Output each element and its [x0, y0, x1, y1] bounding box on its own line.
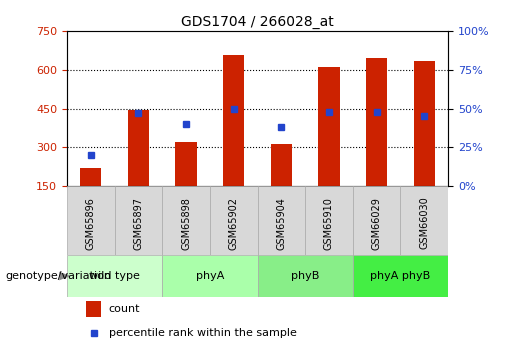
FancyBboxPatch shape — [353, 186, 401, 255]
FancyBboxPatch shape — [67, 186, 114, 255]
FancyBboxPatch shape — [258, 186, 305, 255]
FancyBboxPatch shape — [305, 186, 353, 255]
Bar — [414, 61, 435, 186]
Text: GSM65898: GSM65898 — [181, 197, 191, 249]
FancyBboxPatch shape — [114, 186, 162, 255]
FancyBboxPatch shape — [401, 186, 448, 255]
Bar — [128, 110, 149, 186]
Text: percentile rank within the sample: percentile rank within the sample — [109, 328, 297, 338]
Bar — [366, 58, 387, 186]
FancyBboxPatch shape — [67, 255, 162, 297]
Text: GSM65896: GSM65896 — [86, 197, 96, 249]
Polygon shape — [59, 272, 71, 280]
Text: phyA phyB: phyA phyB — [370, 271, 431, 281]
Bar — [86, 301, 101, 317]
Text: wild type: wild type — [89, 271, 140, 281]
Text: genotype/variation: genotype/variation — [5, 271, 111, 281]
Text: phyB: phyB — [291, 271, 319, 281]
Text: GSM65897: GSM65897 — [133, 197, 143, 250]
Bar — [223, 55, 245, 186]
FancyBboxPatch shape — [162, 186, 210, 255]
Bar — [175, 142, 197, 186]
Bar — [318, 67, 340, 186]
Text: GSM66029: GSM66029 — [372, 197, 382, 249]
Text: GSM65904: GSM65904 — [277, 197, 286, 249]
FancyBboxPatch shape — [162, 255, 258, 297]
FancyBboxPatch shape — [210, 186, 258, 255]
Text: GSM65910: GSM65910 — [324, 197, 334, 249]
Text: GSM66030: GSM66030 — [419, 197, 429, 249]
Bar — [80, 168, 101, 186]
FancyBboxPatch shape — [258, 255, 353, 297]
Text: GSM65902: GSM65902 — [229, 197, 238, 250]
Text: count: count — [109, 304, 141, 314]
FancyBboxPatch shape — [353, 255, 448, 297]
Bar — [270, 144, 292, 186]
Title: GDS1704 / 266028_at: GDS1704 / 266028_at — [181, 14, 334, 29]
Text: phyA: phyA — [196, 271, 224, 281]
